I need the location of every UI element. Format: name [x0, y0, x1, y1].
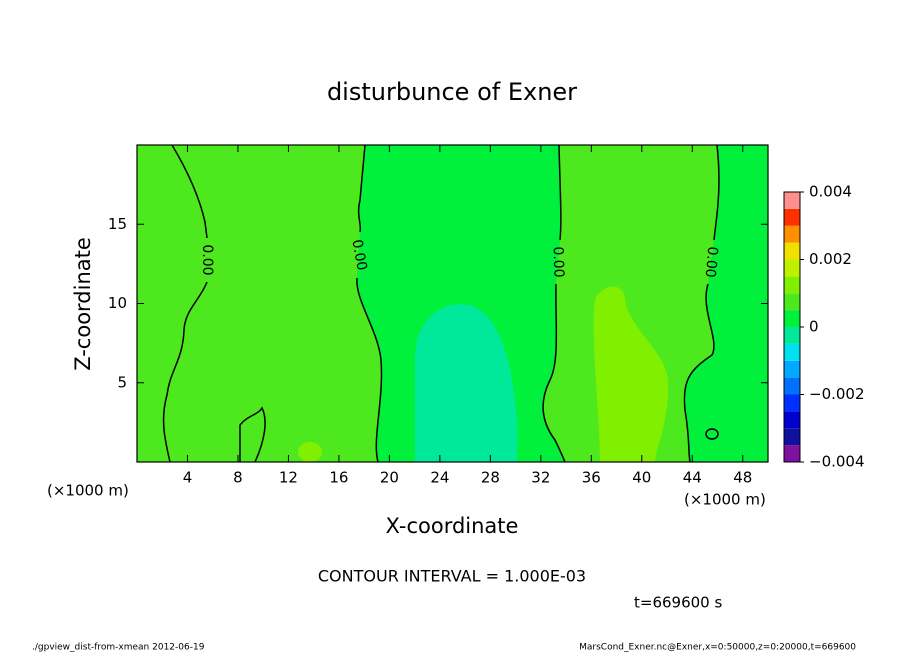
filled-field	[137, 145, 768, 462]
colorbar-band	[784, 360, 800, 378]
footer-left: ./gpview_dist-from-xmean 2012-06-19	[32, 643, 205, 653]
x-tick-label: 12	[279, 469, 298, 487]
contour-line	[239, 406, 266, 462]
time-label: t=669600 s	[634, 594, 722, 612]
y-tick-label: 15	[108, 215, 127, 233]
colorbar-band	[784, 276, 800, 294]
x-tick-label: 4	[183, 469, 193, 487]
colorbar-band	[784, 293, 800, 311]
region	[593, 286, 669, 462]
contour-interval: CONTOUR INTERVAL = 1.000E-03	[318, 567, 586, 586]
colorbar-band	[784, 445, 800, 462]
colorbar-band	[784, 242, 800, 260]
x-tick-label: 48	[733, 469, 752, 487]
chart-title: disturbunce of Exner	[327, 78, 577, 106]
colorbar-band	[784, 377, 800, 395]
x-tick-label: 20	[380, 469, 399, 487]
contour-label: 0.00	[549, 246, 566, 278]
colorbar-tick-label: −0.002	[809, 385, 865, 403]
x-unit: (×1000 m)	[47, 482, 129, 500]
x-tick-label: 36	[582, 469, 601, 487]
colorbar-band	[784, 343, 800, 361]
footer-right: MarsCond_Exner.nc@Exner,x=0:50000,z=0:20…	[579, 643, 856, 653]
x-tick-label: 44	[683, 469, 702, 487]
x-tick-label: 28	[481, 469, 500, 487]
colorbar-band	[784, 411, 800, 429]
region	[356, 145, 565, 462]
contour-label: 0.00	[199, 244, 215, 275]
colorbar-tick-label: 0.004	[809, 183, 852, 201]
colorbar-band	[784, 208, 800, 226]
region	[298, 442, 322, 462]
x-tick-label: 16	[329, 469, 348, 487]
colorbar-tick-label: 0.002	[809, 250, 852, 268]
colorbar-tick-label: 0	[809, 318, 819, 336]
x-tick-label: 40	[632, 469, 651, 487]
contour-line	[356, 145, 383, 462]
colorbar-band	[784, 394, 800, 412]
region	[415, 304, 518, 462]
colorbar-band	[784, 327, 800, 344]
x-tick-label: 32	[531, 469, 550, 487]
region	[684, 145, 768, 462]
contour-label: 0.00	[348, 238, 369, 271]
y-tick-label: 10	[108, 294, 127, 312]
colorbar-tick-label: −0.004	[809, 453, 865, 471]
x-tick-label: 24	[430, 469, 449, 487]
colorbar-band	[784, 192, 800, 209]
x-tick-label: 8	[233, 469, 243, 487]
colorbar-band	[784, 259, 800, 277]
colorbar-band	[784, 310, 800, 327]
contour-line	[542, 145, 566, 462]
contour-line	[705, 428, 719, 440]
x-unit: (×1000 m)	[684, 491, 766, 509]
y-tick-label: 5	[117, 373, 127, 391]
colorbar-band	[784, 428, 800, 446]
contour-labels: 0.00 0.00 0.00 0.00	[199, 238, 720, 278]
contour-line	[683, 145, 720, 462]
y-axis-label: Z-coordinate	[71, 237, 95, 371]
contour-line	[162, 145, 208, 462]
x-axis-label: X-coordinate	[386, 514, 519, 538]
colorbar-band	[784, 225, 800, 243]
contour-label: 0.00	[702, 246, 721, 278]
